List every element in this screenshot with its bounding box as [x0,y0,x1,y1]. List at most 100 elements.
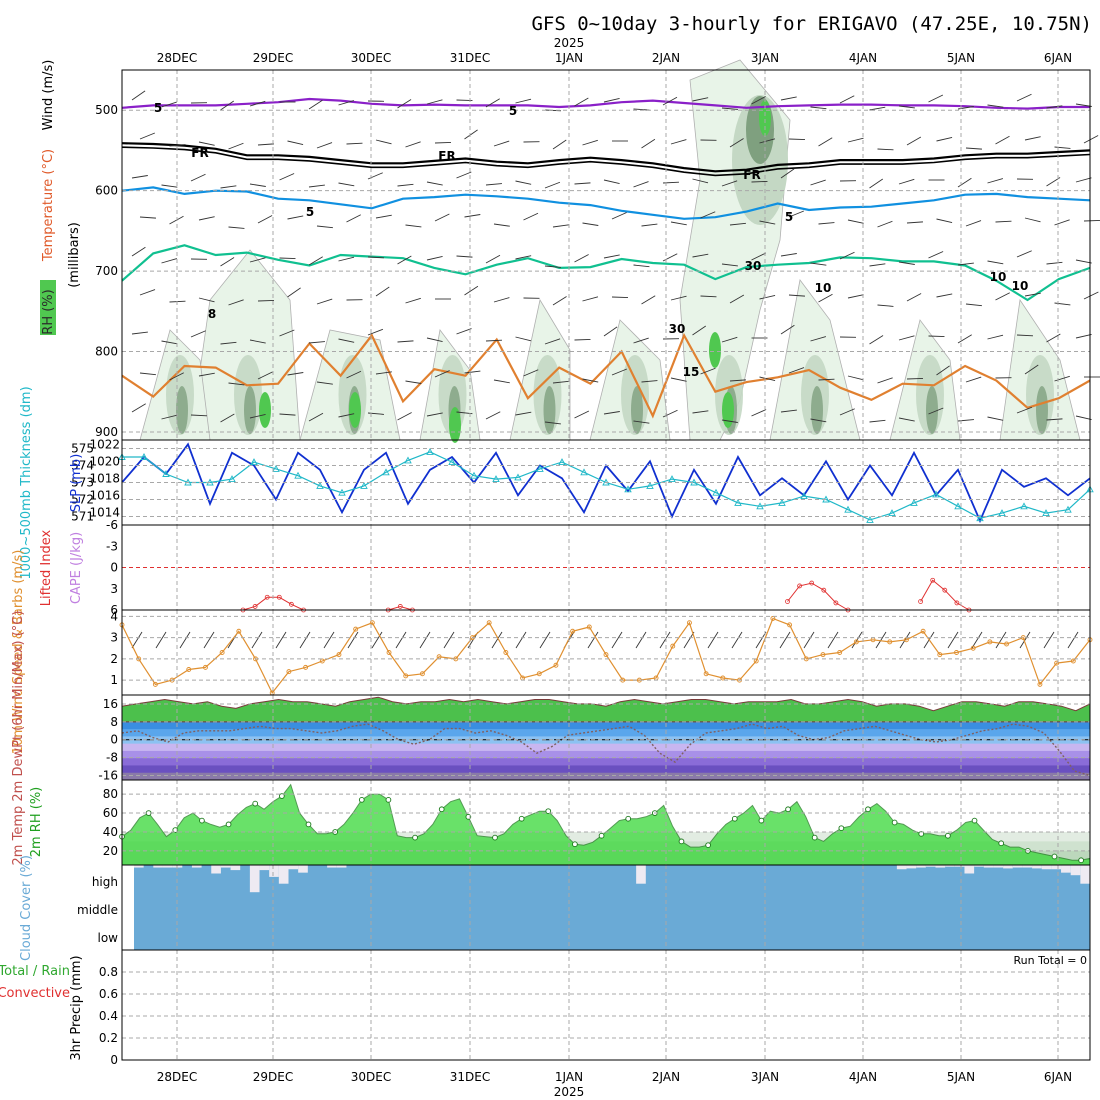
surface-wind-barb [947,631,959,649]
slp-tick: 1018 [89,471,120,485]
rh-shade-bright [349,392,361,428]
wind-barb [1046,333,1061,343]
wind-barb [249,100,266,107]
wind-barb [544,181,561,189]
lifted-index-point [821,587,827,593]
temp-band [122,758,1090,766]
wind-barb [220,100,235,111]
wind-speed-point [787,622,793,628]
wind-speed-point [970,645,976,651]
upper-air-tick: 600 [95,184,118,198]
wind-barb [906,136,922,146]
wind-barb [692,410,709,414]
wind-barb [1016,250,1032,258]
rh-tick: 80 [103,787,118,801]
wind-barb [603,411,620,415]
temp-band [122,721,1090,730]
surface-wind-barb [515,631,527,649]
rh-shade-bright [259,392,271,428]
wind-barb [839,95,855,104]
wind-barb [810,106,827,110]
wind-barb [1083,291,1099,300]
wind-barb [131,246,146,257]
wind-barb [161,258,178,264]
cape-ylabel: CAPE (J/kg) [69,532,84,604]
rh-shade-dark [811,386,823,434]
cloud-gap-bar [288,865,299,870]
cloud-gap-bar [298,865,308,873]
wind-barb [906,221,923,224]
wind-speed-point [837,650,843,655]
wind-barb [1016,334,1034,337]
lifted-index-tick: 6 [110,603,118,617]
isoline-freezing-level [121,142,1091,173]
thickness-point [580,468,588,476]
cloud-gap-bar [153,865,163,868]
thickness-point [404,456,412,464]
surface-wind-barb [155,631,167,649]
wind-barb [810,179,826,186]
wind-barb [957,334,972,344]
wind-speed-tick: 2 [110,652,118,666]
wind-barb [906,293,922,302]
wind-barb [1054,219,1070,226]
lifted-index-point [954,600,960,606]
rh-point [1078,857,1084,864]
wind-barb [493,223,510,227]
rh-point [945,832,951,839]
wind-barb [721,336,738,343]
surface-wind-barb [659,631,671,649]
date-label-bottom: 4JAN [849,1070,877,1084]
wind-barb [279,173,295,181]
rh-shade-bright [722,392,734,428]
cloud-gap-bar [925,865,936,867]
date-label-bottom: 6JAN [1044,1070,1072,1084]
cloud-gap-bar [1051,865,1062,870]
wind-barb [190,173,206,182]
wind-barb [869,178,884,189]
precip-ylabel: 3hr Precip (mm) [69,955,84,1060]
cloud-gap-bar [1070,865,1081,876]
wind-barb [611,212,627,220]
lifted-index-point [252,604,258,609]
wind-barb [1046,105,1063,109]
isoline-temp-10C [121,244,1091,302]
thickness-point [646,481,654,489]
rh-point [412,834,418,841]
wind-barb [877,148,894,151]
run-total-label: Run Total = 0 [1014,954,1088,967]
wind-barb [1075,333,1092,339]
rh-point [785,806,791,813]
rh-point [172,827,179,833]
wind-barb [190,414,208,417]
thickness-point [976,514,984,522]
cloud-gap-bar [983,865,994,868]
wind-speed-point [419,671,425,677]
temp-band [122,750,1090,759]
thickness-point [734,498,742,506]
temp-area [121,696,1091,723]
wind-barb [574,254,589,263]
wind-barb [633,108,650,111]
cloud-gap-bar [974,865,984,867]
wind-barb [847,375,864,381]
thickness-point [448,458,456,466]
date-label-bottom: 29DEC [253,1070,293,1084]
wind-barb [928,407,944,415]
wind-barb [721,263,738,267]
thickness-point [316,481,324,489]
thickness-point [272,464,280,472]
cloud-gap-bar [1012,865,1023,868]
rh-shade-bright [709,332,721,368]
thickness-point [844,505,852,513]
surface-wind-barb [371,631,383,649]
date-label-top: 1JAN [555,51,583,65]
lifted-index-point [918,599,923,604]
wind-barb [279,329,295,337]
wind-barb [995,292,1010,301]
temp-band [122,729,1090,737]
wind-barb [131,175,148,179]
wind-barb [1016,93,1032,102]
wind-barb [906,377,924,380]
wind-barb [582,139,598,146]
